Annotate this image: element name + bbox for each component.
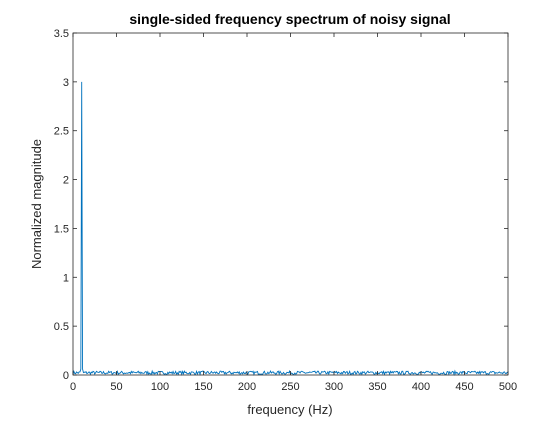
x-axis-label: frequency (Hz) (247, 402, 332, 417)
y-tick-label: 3 (63, 77, 69, 89)
x-tick-label: 50 (110, 381, 122, 393)
x-tick-label: 100 (151, 381, 169, 393)
x-tick-label: 500 (499, 381, 517, 393)
x-tick-label: 250 (281, 381, 299, 393)
x-tick-label: 150 (194, 381, 212, 393)
y-tick-label: 3.5 (54, 28, 69, 40)
x-tick-label: 400 (412, 381, 430, 393)
y-axis-label: Normalized magnitude (29, 139, 44, 269)
y-tick-label: 1 (63, 272, 69, 284)
y-tick-label: 0.5 (54, 321, 69, 333)
x-tick-label: 350 (368, 381, 386, 393)
y-tick-label: 2 (63, 175, 69, 187)
y-tick-label: 1.5 (54, 223, 69, 235)
y-tick-label: 2.5 (54, 126, 69, 138)
x-tick-label: 450 (455, 381, 473, 393)
x-tick-label: 300 (325, 381, 343, 393)
plot-area (73, 33, 508, 375)
x-axis: 0 50 100 150 200 250 300 350 400 450 500 (70, 33, 517, 393)
x-tick-label: 200 (238, 381, 256, 393)
chart-title: single-sided frequency spectrum of noisy… (129, 11, 450, 27)
plot-frame (72, 32, 509, 376)
x-tick-label: 0 (70, 381, 76, 393)
y-tick-label: 0 (63, 370, 69, 382)
y-axis: 0 0.5 1 1.5 2 2.5 3 3.5 (54, 28, 508, 382)
